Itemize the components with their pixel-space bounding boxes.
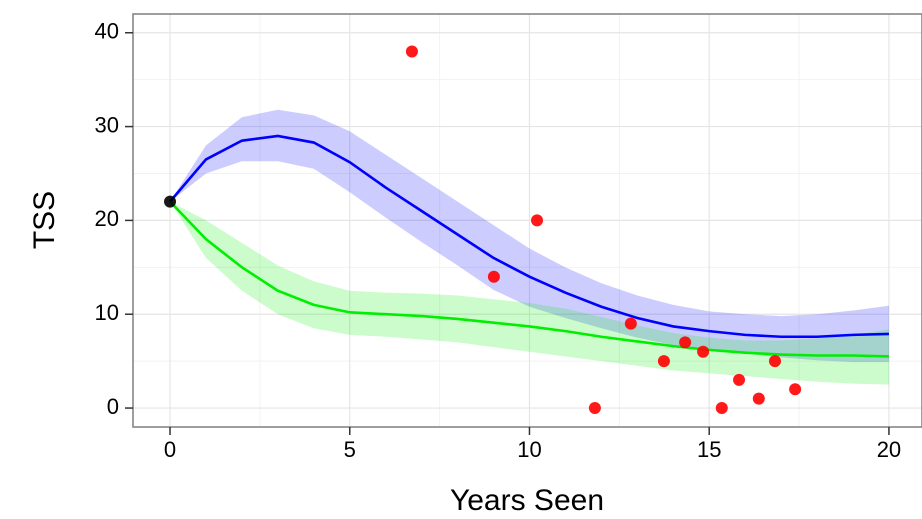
- data-point: [624, 317, 637, 330]
- data-point: [679, 336, 692, 349]
- y-tick-label: 30: [95, 112, 119, 137]
- confidence-band: [170, 201, 889, 385]
- x-tick-label: 0: [164, 437, 176, 462]
- x-tick-label: 20: [877, 437, 901, 462]
- y-tick-label: 20: [95, 206, 119, 231]
- data-point: [405, 45, 418, 58]
- x-tick-label: 10: [517, 437, 541, 462]
- confidence-band: [170, 109, 889, 363]
- data-point: [657, 355, 670, 368]
- data-point: [733, 373, 746, 386]
- y-axis-title: TSS: [28, 191, 61, 249]
- data-point: [715, 402, 728, 415]
- y-tick-label: 0: [107, 394, 119, 419]
- data-point: [487, 270, 500, 283]
- y-tick-label: 10: [95, 300, 119, 325]
- trend-line: [169, 134, 889, 339]
- x-axis-title: Years Seen: [450, 484, 604, 517]
- data-point: [697, 345, 710, 358]
- data-point: [588, 402, 601, 415]
- trend-line: [169, 200, 889, 358]
- x-tick-label: 15: [697, 437, 721, 462]
- y-tick-label: 40: [95, 19, 119, 44]
- plot-layer: [133, 14, 922, 427]
- data-point: [752, 392, 765, 405]
- data-point: [164, 195, 177, 208]
- data-point: [531, 214, 544, 227]
- x-tick-label: 5: [344, 437, 356, 462]
- data-point: [789, 383, 802, 396]
- data-point: [768, 355, 781, 368]
